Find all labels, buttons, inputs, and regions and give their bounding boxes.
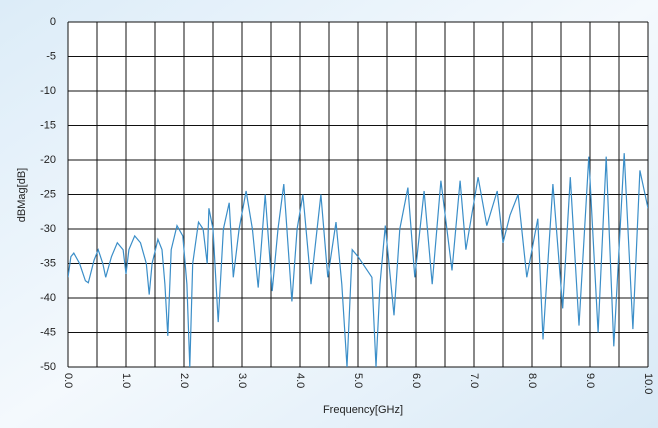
x-tick-label: 5.0 — [352, 373, 364, 388]
y-tick-label: -45 — [40, 326, 56, 338]
y-tick-label: -15 — [40, 119, 56, 131]
data-line — [68, 153, 648, 368]
x-tick-label: 6.0 — [410, 373, 422, 388]
y-tick-label: 0 — [50, 16, 56, 28]
x-tick-label: 3.0 — [236, 373, 248, 388]
y-tick-label: -50 — [40, 361, 56, 373]
y-tick-label: -20 — [40, 154, 56, 166]
y-tick-label: -30 — [40, 223, 56, 235]
x-tick-label: 7.0 — [468, 373, 480, 388]
x-tick-label: 2.0 — [178, 373, 190, 388]
x-tick-label: 10.0 — [642, 373, 654, 394]
y-axis-label: dBMag[dB] — [16, 168, 28, 222]
x-tick-label: 0.0 — [62, 373, 74, 388]
y-tick-label: -40 — [40, 292, 56, 304]
y-tick-label: -35 — [40, 257, 56, 269]
x-tick-label: 8.0 — [526, 373, 538, 388]
x-tick-label: 1.0 — [120, 373, 132, 388]
y-tick-label: -10 — [40, 85, 56, 97]
y-tick-label: -5 — [46, 50, 56, 62]
x-tick-label: 4.0 — [294, 373, 306, 388]
x-axis-label: Frequency[GHz] — [323, 404, 403, 416]
x-tick-label: 9.0 — [584, 373, 596, 388]
y-tick-label: -25 — [40, 188, 56, 200]
